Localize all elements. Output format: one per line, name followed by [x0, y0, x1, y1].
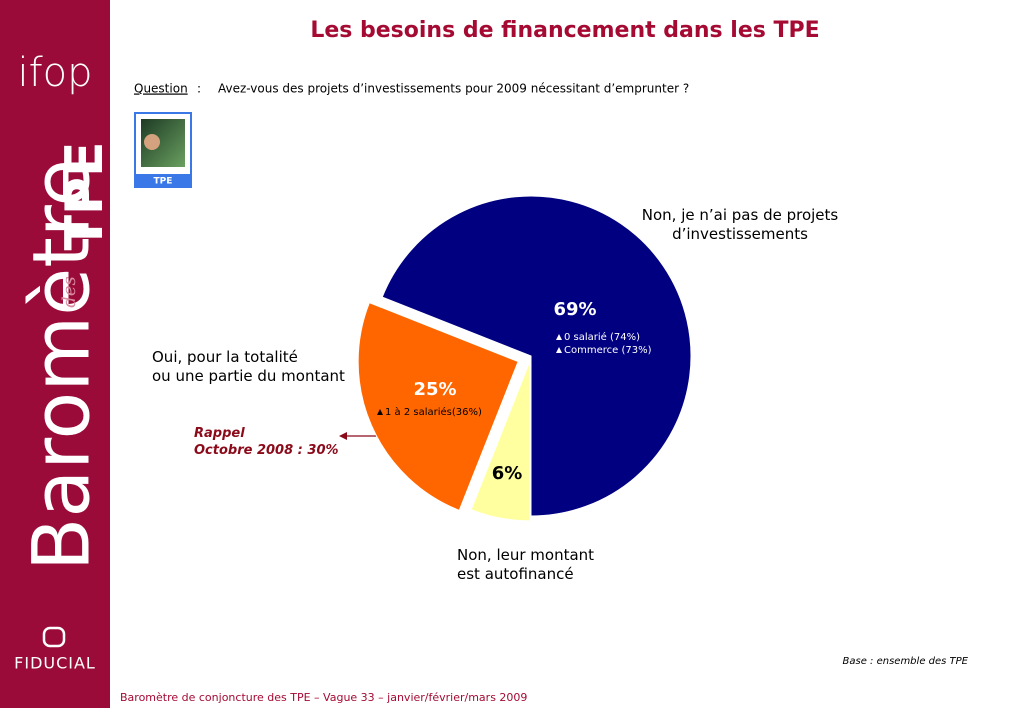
value-label: 69% — [553, 299, 596, 320]
partner-icon — [42, 626, 66, 648]
question-label: Question — [134, 82, 188, 96]
category-label: Non, leur montant est autofinancé — [457, 546, 594, 583]
rappel-arrowhead — [339, 432, 347, 440]
sidebar — [0, 0, 110, 708]
question-text: Avez-vous des projets d’investissements … — [218, 82, 689, 96]
pie-slice — [381, 195, 692, 517]
up-triangle-icon — [556, 334, 562, 340]
brand-small: des — [59, 276, 80, 307]
value-label: 6% — [492, 463, 523, 484]
badge-face — [144, 134, 160, 150]
annotation: 0 salarié (74%) — [564, 331, 640, 343]
partner: FIDUCIAL — [14, 654, 96, 673]
rappel-note: Rappel Octobre 2008 : 30% — [194, 426, 339, 458]
category-label: Non, je n’ai pas de projets d’investissem… — [642, 206, 839, 243]
brand-bold: TPE — [55, 141, 115, 250]
footer: Baromètre de conjoncture des TPE – Vague… — [120, 691, 527, 704]
annotation: 1 à 2 salariés(36%) — [385, 406, 482, 418]
badge-strip — [135, 174, 191, 187]
brand-main: Baromètre — [17, 159, 107, 571]
annotation: Commerce (73%) — [564, 345, 652, 356]
base-note: Base : ensemble des TPE — [843, 656, 969, 667]
category-label: Oui, pour la totalité ou une partie du mo… — [152, 348, 345, 385]
up-triangle-icon — [377, 409, 383, 415]
logo: ifop — [17, 50, 92, 96]
badge-label: TPE — [154, 177, 173, 187]
chart-title: Les besoins de financement dans les TPE — [310, 18, 819, 43]
question-separator: : — [197, 82, 201, 96]
value-label: 25% — [413, 379, 456, 400]
up-triangle-icon — [556, 347, 562, 353]
pie-slice — [470, 360, 531, 522]
pie-slice — [357, 302, 519, 511]
